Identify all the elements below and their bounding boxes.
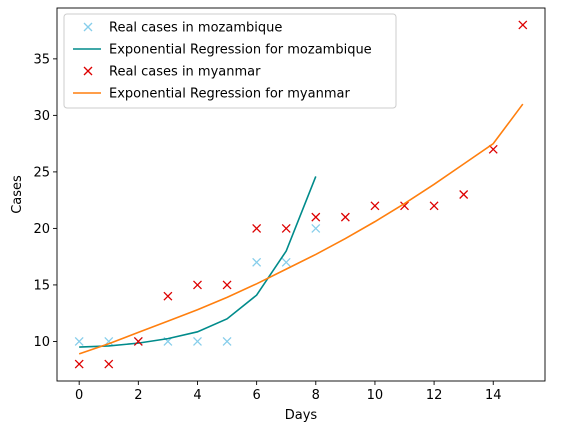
data-point-series-2-15 (518, 20, 528, 30)
x-tick-label-1: 2 (134, 388, 142, 403)
y-tick-label-0: 10 (33, 335, 50, 350)
x-tick-label-6: 12 (426, 388, 443, 403)
data-point-series-0-7 (281, 257, 291, 267)
data-point-series-2-4 (193, 280, 202, 290)
legend-handle-0 (83, 22, 93, 32)
x-tick-label-7: 14 (485, 388, 502, 403)
legend-entry-1: Exponential Regression for mozambique (109, 43, 372, 58)
plot-area (74, 20, 528, 369)
x-tick-label-0: 0 (75, 388, 83, 403)
legend-entry-3: Exponential Regression for myanmar (109, 87, 350, 102)
data-point-series-2-9 (340, 212, 350, 222)
data-point-series-0-0 (74, 336, 84, 346)
legend-entry-2: Real cases in myanmar (109, 65, 261, 80)
data-point-series-2-3 (163, 291, 173, 301)
y-tick-label-4: 30 (33, 109, 50, 124)
data-point-series-2-11 (400, 201, 409, 211)
y-tick-label-2: 20 (33, 222, 50, 237)
data-point-series-2-10 (370, 201, 380, 211)
data-point-series-0-4 (193, 336, 202, 346)
data-point-series-2-13 (459, 190, 469, 199)
data-point-series-2-0 (74, 359, 84, 369)
data-point-series-2-8 (311, 212, 321, 222)
data-point-series-2-2 (133, 336, 143, 346)
data-point-series-0-6 (252, 257, 262, 267)
legend-entry-0: Real cases in mozambique (109, 21, 282, 36)
data-point-series-2-5 (222, 280, 232, 290)
axes: 0 2 4 6 8 10 12 14 10 15 20 25 30 35 (33, 7, 546, 403)
data-point-series-2-12 (429, 201, 439, 211)
y-tick-label-3: 25 (33, 165, 50, 180)
y-tick-label-1: 15 (33, 278, 50, 293)
data-point-series-2-7 (281, 223, 291, 233)
data-point-series-2-1 (104, 359, 114, 369)
legend: Real cases in mozambique Exponential Regr… (63, 13, 397, 109)
x-tick-label-3: 6 (252, 388, 260, 403)
series-line-3 (78, 103, 524, 355)
data-point-series-0-5 (222, 336, 232, 346)
legend-handle-2 (83, 66, 93, 76)
x-tick-label-4: 8 (312, 388, 320, 403)
y-tick-label-5: 35 (33, 52, 50, 67)
legend-box (63, 13, 397, 109)
x-axis-label: Days (285, 408, 318, 423)
y-axis-label: Cases (10, 175, 25, 214)
x-tick-label-2: 4 (193, 388, 201, 403)
data-point-series-0-8 (311, 223, 321, 233)
data-point-series-2-14 (488, 144, 498, 154)
x-tick-label-5: 10 (367, 388, 384, 403)
series-line-1 (79, 176, 317, 348)
axes-frame (56, 7, 546, 382)
data-point-series-2-6 (252, 223, 262, 233)
